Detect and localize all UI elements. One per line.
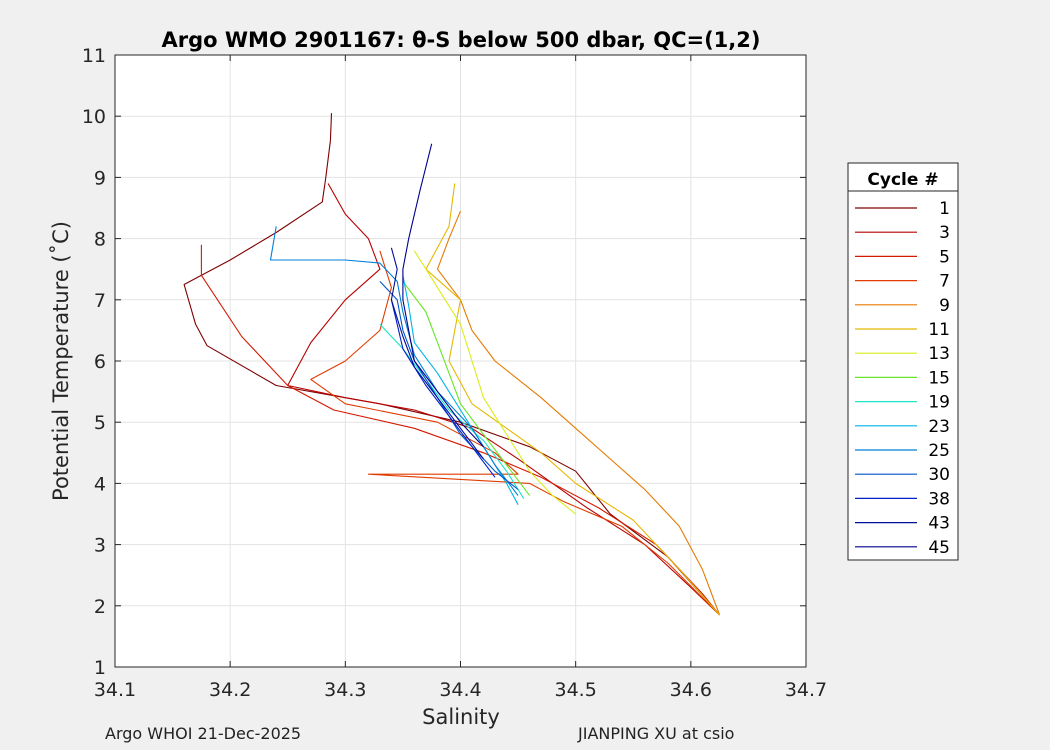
series-cycle-3 — [287, 183, 720, 616]
series-layer — [183, 113, 721, 616]
y-tick-label: 4 — [94, 473, 106, 495]
series-cycle-9 — [436, 210, 721, 616]
legend-title: Cycle # — [867, 170, 938, 190]
y-tick-label: 9 — [94, 167, 106, 189]
y-tick-label: 10 — [82, 106, 106, 128]
y-tick-label: 7 — [94, 290, 106, 312]
chart-title: Argo WMO 2901167: θ-S below 500 dbar, QC… — [162, 28, 761, 52]
legend-label-30: 30 — [928, 465, 950, 485]
x-tick-label: 34.2 — [209, 679, 251, 701]
y-axis-ticks: 1 2 3 4 5 6 7 8 9 10 11 — [82, 45, 806, 679]
x-tick-label: 34.1 — [94, 679, 136, 701]
series-cycle-1 — [183, 113, 721, 616]
legend-label-7: 7 — [939, 272, 950, 292]
legend-label-43: 43 — [928, 514, 950, 534]
legend-label-25: 25 — [928, 441, 950, 461]
legend-label-45: 45 — [928, 538, 950, 558]
legend-label-23: 23 — [928, 417, 950, 437]
footer-right-caption: JIANPING XU at csio — [578, 724, 735, 743]
series-cycle-43 — [390, 247, 484, 460]
y-tick-label: 5 — [94, 412, 106, 434]
series-cycle-45 — [402, 143, 484, 448]
legend-label-3: 3 — [939, 223, 950, 243]
legend-label-19: 19 — [928, 393, 950, 413]
legend-label-38: 38 — [928, 489, 950, 509]
y-tick-label: 8 — [94, 229, 106, 251]
footer-left-caption: Argo WHOI 21-Dec-2025 — [105, 724, 302, 743]
legend-box — [847, 162, 959, 561]
x-tick-label: 34.3 — [324, 679, 366, 701]
series-cycle-13 — [413, 250, 577, 515]
y-tick-label: 2 — [94, 596, 106, 618]
series-cycle-30 — [379, 281, 519, 490]
x-tick-label: 34.5 — [555, 679, 597, 701]
y-tick-label: 6 — [94, 351, 106, 373]
legend-label-13: 13 — [928, 344, 950, 364]
y-axis-label: Potential Temperature (˚C) — [49, 221, 73, 501]
legend-label-1: 1 — [939, 199, 950, 219]
y-tick-label: 3 — [94, 535, 106, 557]
legend-label-9: 9 — [939, 296, 950, 316]
series-cycle-11 — [425, 183, 721, 616]
y-tick-label: 11 — [82, 45, 106, 67]
x-tick-label: 34.6 — [670, 679, 712, 701]
legend-label-11: 11 — [928, 320, 950, 340]
y-tick-label: 1 — [94, 657, 106, 679]
series-cycle-25 — [269, 226, 519, 496]
series-cycle-15 — [402, 281, 531, 496]
x-tick-label: 34.4 — [439, 679, 481, 701]
x-axis-label: Salinity — [422, 705, 500, 729]
series-cycle-7 — [310, 250, 720, 616]
x-axis-ticks: 34.1 34.2 34.3 34.4 34.5 34.6 34.7 — [94, 55, 827, 701]
legend-label-15: 15 — [928, 368, 950, 388]
legend-label-5: 5 — [939, 247, 950, 267]
x-tick-label: 34.7 — [785, 679, 827, 701]
series-cycle-38 — [390, 299, 496, 478]
